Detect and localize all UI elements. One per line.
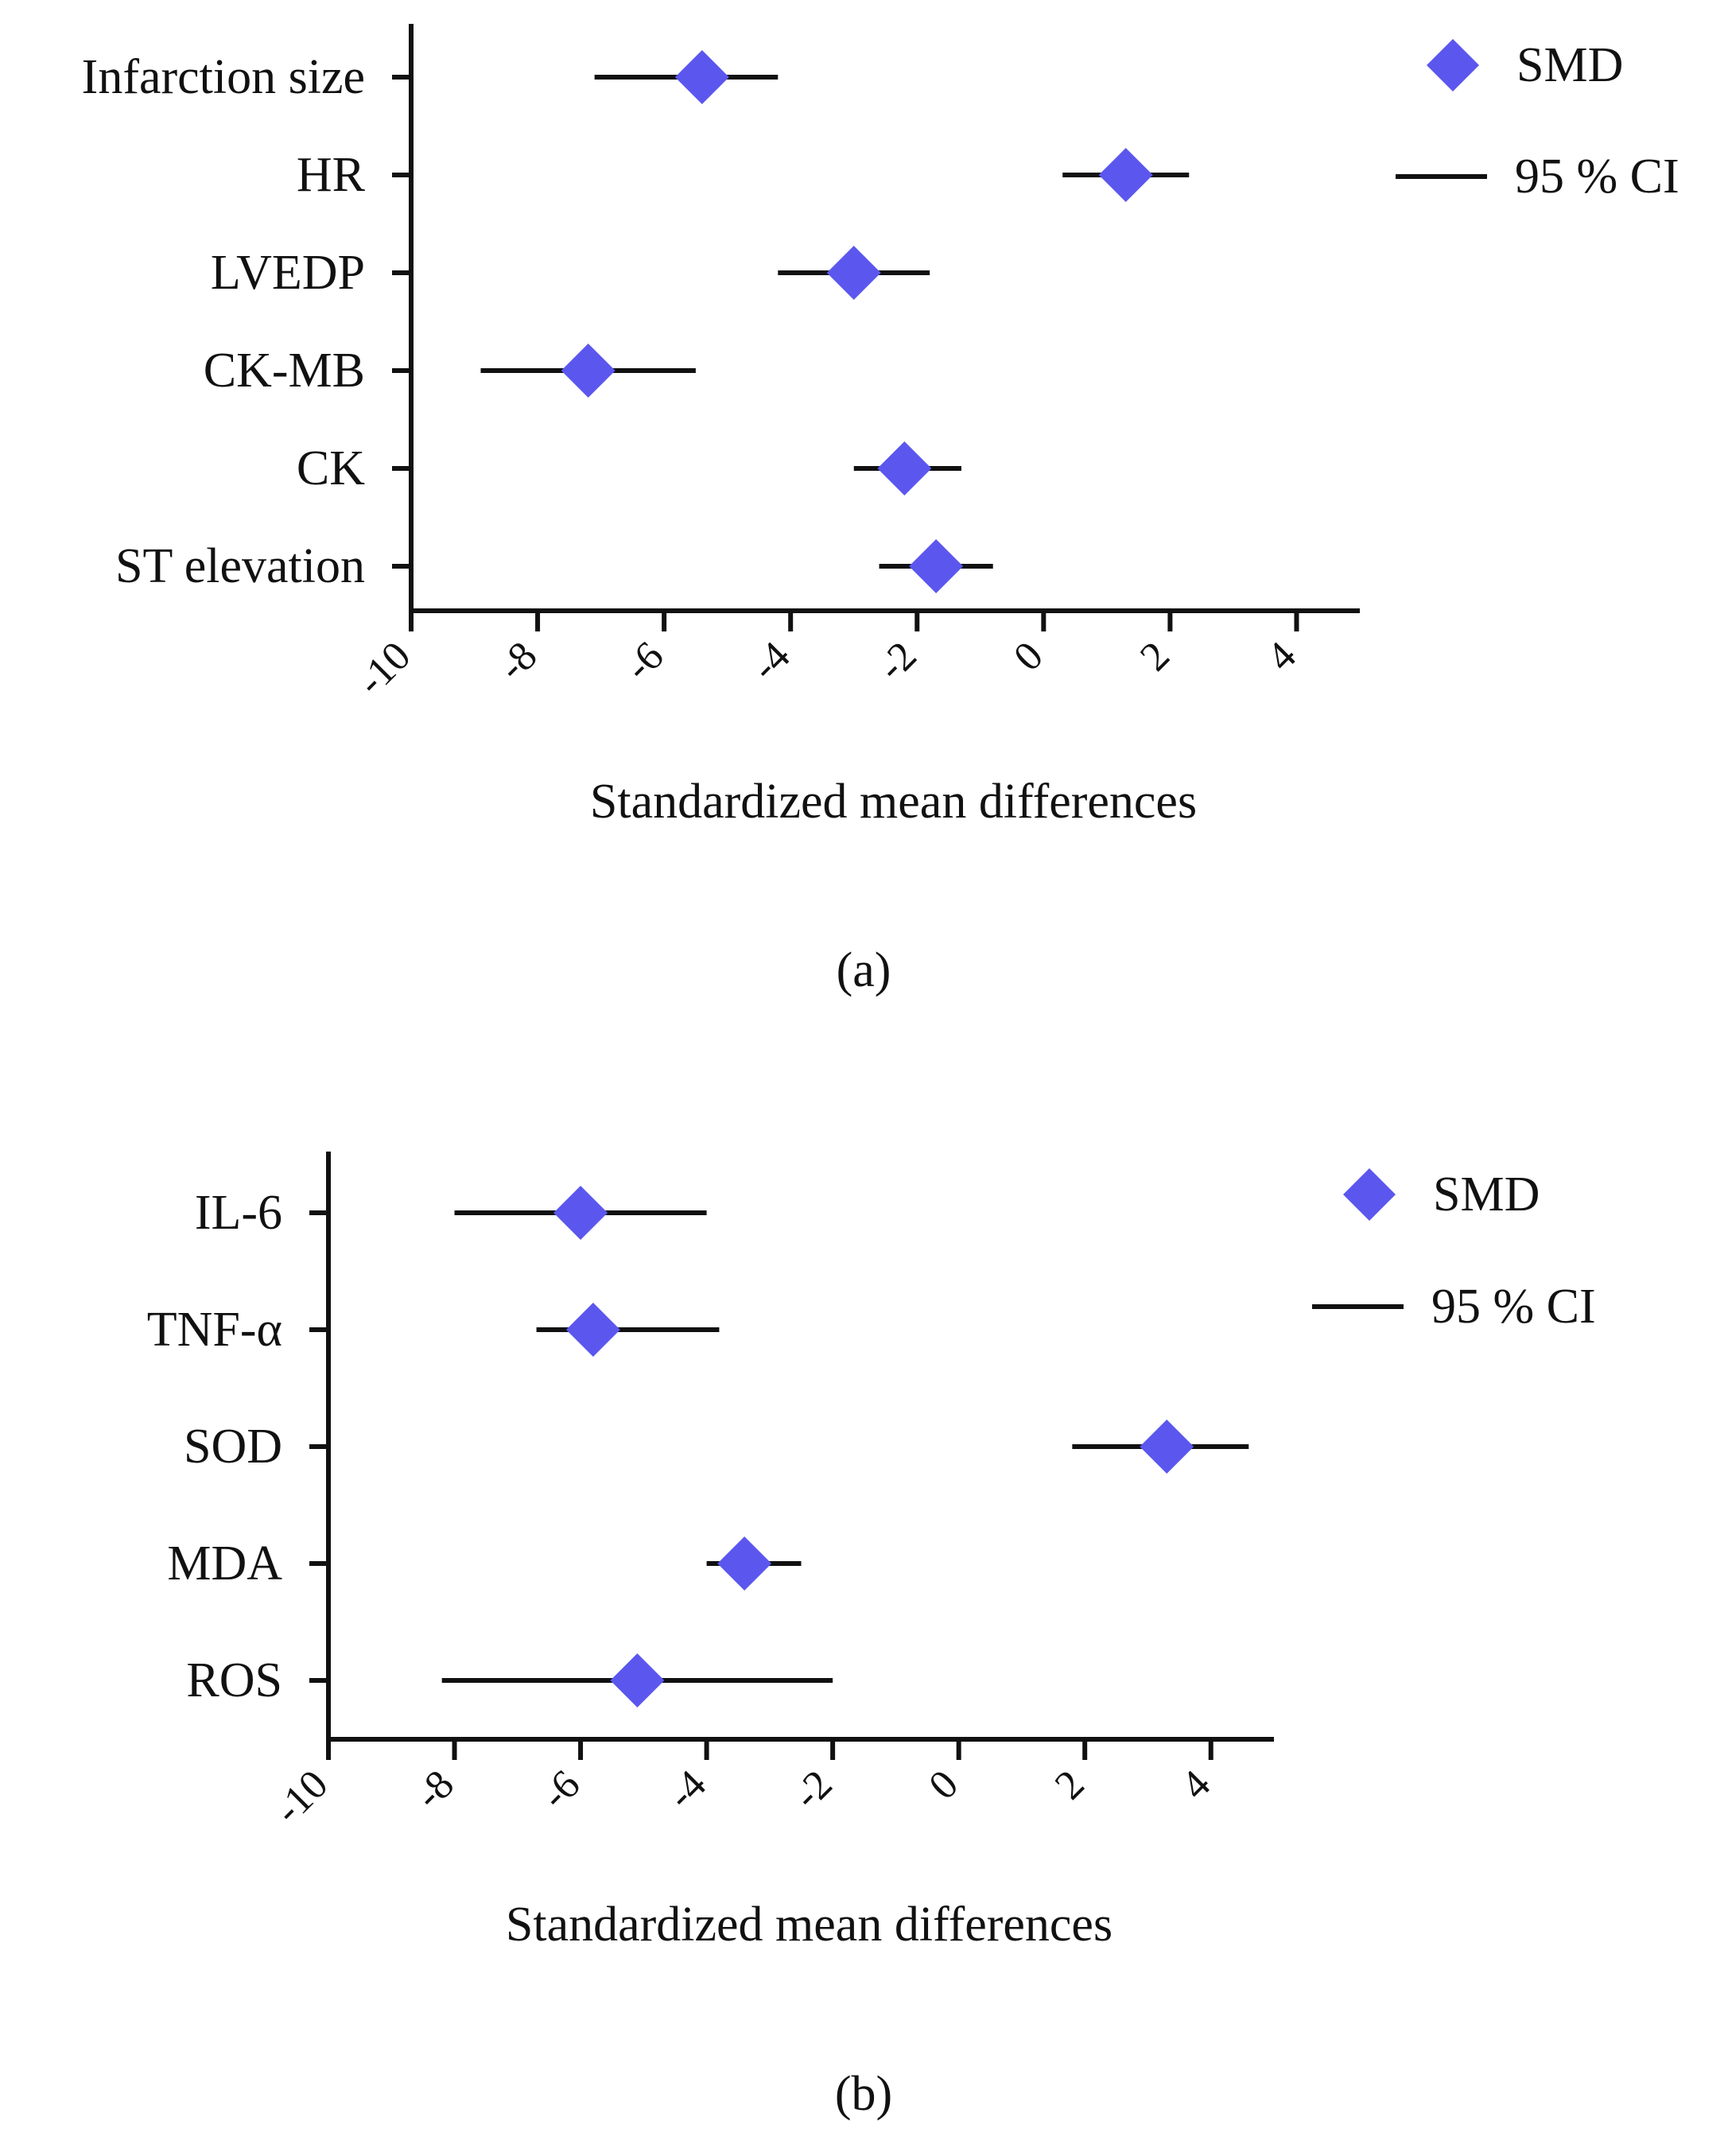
y-category-label: Infarction size (82, 50, 365, 104)
x-tick-label: -8 (406, 1762, 463, 1818)
legend-smd-marker (1427, 39, 1479, 91)
x-tick-label: 0 (920, 1762, 967, 1808)
smd-point (1140, 1420, 1194, 1474)
smd-point (877, 441, 932, 495)
x-tick-label: 2 (1132, 633, 1179, 680)
x-tick-label: 0 (1005, 633, 1052, 680)
x-tick-label: -6 (616, 633, 673, 690)
x-axis-title: Standardized mean differences (590, 775, 1197, 829)
smd-point (1098, 148, 1153, 202)
legend-ci-label: 95 % CI (1431, 1280, 1596, 1334)
panel-b: -10 -8 -6 -4 -2 0 2 4 IL-6 TNF-α SOD MDA ROS SMD 95 % … (147, 1152, 1596, 2121)
panel-label: (a) (837, 943, 891, 997)
legend-smd-label: SMD (1433, 1167, 1540, 1222)
legend-smd-label: SMD (1516, 38, 1623, 92)
x-axis-title: Standardized mean differences (506, 1898, 1113, 1952)
y-category-label: ST elevation (115, 539, 365, 593)
x-tick-label: -10 (266, 1762, 336, 1832)
y-category-label: ROS (186, 1653, 282, 1707)
x-tick-label: -8 (490, 633, 546, 690)
y-category-label: CK (297, 441, 365, 495)
y-category-label: MDA (167, 1536, 282, 1591)
x-tick-label: -10 (348, 633, 419, 704)
smd-point (565, 1303, 620, 1357)
x-tick-label: -2 (785, 1762, 841, 1818)
smd-point (610, 1653, 665, 1707)
panel-label: (b) (835, 2067, 892, 2121)
smd-point (561, 344, 615, 398)
x-tick-label: -6 (533, 1762, 589, 1818)
x-tick-label: 4 (1173, 1762, 1220, 1808)
x-tick-label: -4 (743, 633, 799, 690)
y-category-label: SOD (184, 1420, 282, 1474)
panel-a: -10 -8 -6 -4 -2 0 2 4 Infarction size HR LVEDP CK-M… (82, 24, 1679, 997)
smd-point (553, 1186, 608, 1240)
smd-point (717, 1536, 772, 1591)
y-category-label: LVEDP (211, 246, 365, 300)
smd-point (909, 539, 964, 593)
y-category-label: CK-MB (204, 344, 365, 398)
legend-ci-label: 95 % CI (1515, 150, 1679, 204)
smd-point (826, 246, 881, 300)
x-tick-label: -4 (658, 1762, 715, 1818)
x-tick-label: 4 (1258, 633, 1305, 680)
x-tick-label: 2 (1047, 1762, 1093, 1808)
y-category-label: HR (297, 148, 366, 202)
y-category-label: TNF-α (147, 1303, 282, 1357)
legend-smd-marker (1343, 1168, 1396, 1221)
x-tick-label: -2 (869, 633, 926, 690)
smd-point (674, 50, 729, 104)
y-category-label: IL-6 (195, 1186, 282, 1240)
